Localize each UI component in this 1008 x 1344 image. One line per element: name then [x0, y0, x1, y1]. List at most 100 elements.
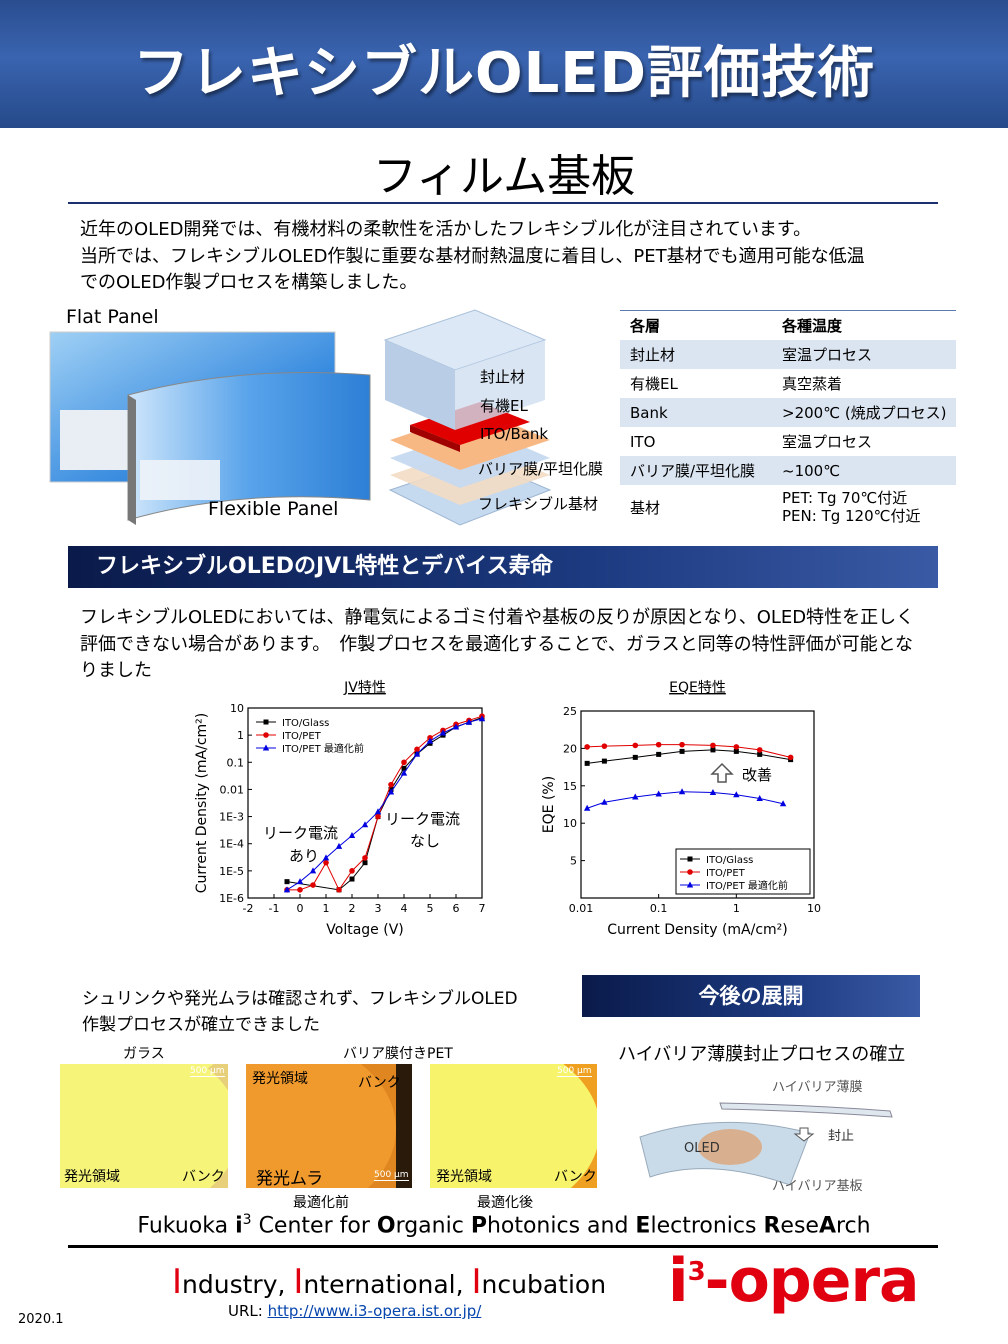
panel-label: Flexible Panel	[208, 498, 339, 520]
table-header: 各層 各種温度	[620, 311, 956, 340]
legend-marker	[263, 719, 269, 725]
barrier-film	[719, 1102, 893, 1118]
table-cell-line: PET: Tg 70℃付近	[782, 489, 908, 507]
y-axis-label: Current Density (mA/cm²)	[194, 713, 210, 894]
data-point	[322, 854, 330, 861]
x-tick-label: 6	[453, 902, 460, 915]
data-point	[309, 867, 317, 874]
table-rule	[620, 310, 956, 311]
chart-title: JV特性	[343, 680, 386, 696]
future-title: 今後の展開	[698, 984, 804, 1008]
url-link[interactable]: http://www.i3-opera.ist.or.jp/	[267, 1302, 482, 1320]
motto-part: ncubation	[481, 1270, 607, 1299]
y-tick-label: 1E-4	[219, 838, 244, 851]
name-part: lectronics	[650, 1213, 764, 1239]
encapsulation-diagram	[639, 1102, 893, 1186]
data-point	[362, 855, 368, 861]
url-label: URL:	[228, 1302, 268, 1320]
x-tick-label: 5	[427, 902, 434, 915]
future-label: 封止	[828, 1129, 855, 1144]
x-tick-label: 0.01	[569, 902, 594, 915]
annotation: 改善	[742, 766, 773, 784]
data-point	[283, 886, 291, 893]
data-point	[297, 887, 303, 893]
data-point	[374, 808, 382, 815]
section-title: フレキシブルOLEDのJVL特性とデバイス寿命	[96, 554, 553, 579]
table-cell: Bank	[630, 403, 668, 422]
name-part: R	[763, 1213, 781, 1239]
legend-label: ITO/Glass	[282, 718, 329, 729]
y-axis-label: EQE (%)	[541, 776, 557, 833]
name-part: ese	[780, 1213, 819, 1239]
logo-part: i	[668, 1246, 689, 1316]
motto-part: ndustry,	[182, 1270, 294, 1299]
name-part: Center for	[251, 1213, 377, 1239]
legend-label: ITO/PET	[282, 731, 322, 742]
divider	[68, 202, 938, 204]
legend-marker	[687, 869, 693, 875]
x-tick-label: 1	[733, 902, 740, 915]
building	[140, 460, 220, 500]
data-point	[656, 751, 662, 757]
y-tick-label: 10	[563, 817, 577, 830]
header-bar: フレキシブルOLED評価技術	[0, 0, 1008, 128]
table-body: 封止材 室温プロセス 有機EL 真空蒸着 Bank >200℃ (焼成プロセス) ITO 室温…	[620, 340, 956, 529]
logo-part: 3	[687, 1257, 706, 1287]
data-point	[655, 790, 662, 797]
name-part: rganic	[395, 1213, 471, 1239]
scale-bar: 500 μm	[374, 1170, 409, 1181]
data-point	[323, 859, 329, 866]
data-point	[632, 754, 638, 760]
image-caption: ガラス	[123, 1046, 165, 1062]
table-cell: 室温プロセス	[782, 346, 873, 364]
image-label: 発光領域	[64, 1169, 120, 1185]
image-caption: 最適化後	[477, 1195, 533, 1211]
table-cell-line: PEN: Tg 120℃付近	[782, 507, 921, 525]
data-point	[678, 788, 686, 795]
emission-area	[60, 1064, 228, 1188]
table-cell: 室温プロセス	[782, 433, 873, 451]
x-tick-label: -1	[269, 902, 280, 915]
name-part: A	[818, 1213, 836, 1239]
y-tick-label: 1	[237, 729, 244, 742]
y-tick-label: 20	[563, 742, 577, 755]
table-cell: 基材	[630, 498, 661, 517]
result-line: 作製プロセスが確立できました	[82, 1015, 320, 1035]
x-tick-label: 7	[479, 902, 486, 915]
layer-label: フレキシブル基材	[478, 495, 599, 513]
panel-edge	[128, 395, 136, 525]
section-line: 評価できない場合があります。 作製プロセスを最適化することで、ガラスと同等の特性…	[80, 634, 914, 655]
data-point	[414, 746, 420, 753]
x-tick-label: 0.1	[650, 902, 668, 915]
data-point	[452, 723, 460, 730]
data-point	[413, 750, 421, 757]
jv-chart: JV特性 -2 -1 0 1 2 3 4 5 6 7 1E-6 1E-5 1E-4 1E-3 0.01 0.1 1…	[194, 680, 486, 938]
encap-side	[385, 340, 455, 430]
motto-part: nternational,	[303, 1270, 472, 1299]
legend-marker	[262, 744, 270, 751]
table-cell: 有機EL	[630, 375, 678, 393]
x-axis-label: Current Density (mA/cm²)	[607, 922, 788, 938]
data-point	[632, 793, 639, 800]
future-label: ハイバリア薄膜	[772, 1080, 863, 1095]
table-row: 有機EL 真空蒸着	[620, 369, 956, 398]
micrograph	[246, 1064, 412, 1188]
data-point	[710, 742, 716, 749]
image-label: 発光領域	[436, 1169, 492, 1185]
y-tick-label: 1E-3	[219, 811, 244, 824]
y-tick-label: 1E-5	[219, 865, 244, 878]
data-point	[583, 804, 591, 811]
image-label: バンク	[554, 1169, 597, 1185]
table-row: Bank >200℃ (焼成プロセス)	[620, 398, 956, 427]
logo: i3-opera	[668, 1246, 920, 1316]
data-point	[387, 788, 395, 795]
x-axis-label: Voltage (V)	[326, 922, 403, 938]
data-point	[601, 758, 607, 764]
image-caption: 最適化前	[293, 1195, 349, 1211]
image-label: バンク	[182, 1169, 225, 1185]
section-bar: フレキシブルOLEDのJVL特性とデバイス寿命	[68, 546, 938, 588]
name-part: i	[235, 1213, 243, 1239]
table-cell: バリア膜/平坦化膜	[630, 462, 756, 480]
data-point	[584, 744, 590, 750]
data-point	[478, 715, 486, 722]
